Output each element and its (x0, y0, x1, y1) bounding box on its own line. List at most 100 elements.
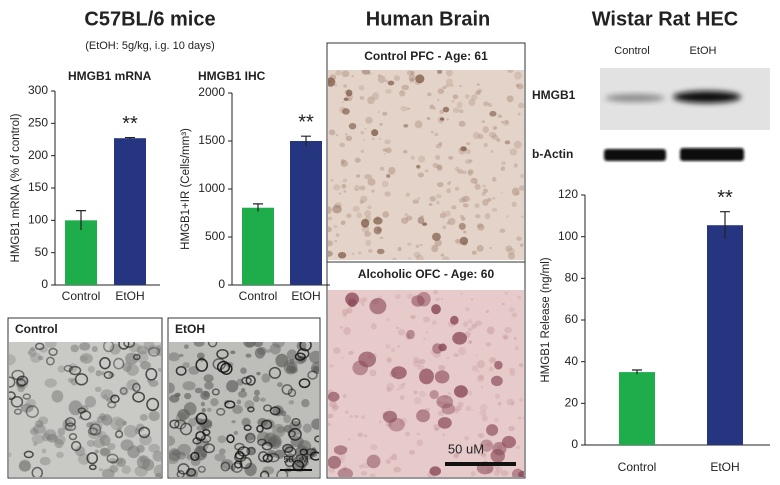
micrograph (328, 70, 524, 260)
error-bar (253, 203, 263, 212)
cell (489, 246, 492, 250)
cell (65, 417, 76, 427)
cell (454, 452, 460, 458)
cell (30, 427, 39, 436)
cell (395, 326, 400, 330)
cell (382, 410, 398, 423)
cell (294, 352, 306, 361)
cell (175, 365, 187, 376)
cell (514, 71, 522, 80)
cell (432, 352, 441, 358)
cell (148, 379, 159, 387)
cell (419, 243, 423, 247)
cell (497, 401, 502, 406)
cell (406, 293, 414, 299)
cell (435, 143, 442, 149)
cell (516, 83, 524, 90)
cell (22, 393, 31, 400)
cell (351, 252, 355, 255)
cell (89, 423, 102, 436)
cell (243, 424, 252, 431)
cell (513, 336, 517, 340)
cell (404, 213, 409, 216)
cell (79, 353, 93, 364)
cell (494, 393, 501, 400)
y-tick-label: 300 (28, 83, 48, 97)
cell (460, 292, 463, 295)
cell (488, 357, 497, 364)
cell (197, 465, 206, 473)
cell (174, 392, 181, 398)
cell (70, 344, 79, 353)
cell (257, 438, 267, 446)
cell (500, 470, 509, 477)
cell (414, 120, 423, 129)
y-tick-label: 50 (35, 245, 49, 259)
cell (283, 414, 292, 424)
cell (211, 388, 220, 396)
cell (269, 406, 281, 416)
cell (458, 197, 466, 203)
cell (446, 221, 450, 225)
cell (442, 210, 445, 213)
cell (233, 460, 243, 469)
cell (447, 391, 451, 396)
chart-title: HMGB1 IHC (198, 69, 266, 83)
section-title: C57BL/6 mice (84, 8, 215, 30)
cell (79, 342, 91, 351)
cell (384, 139, 391, 145)
cell (359, 200, 364, 204)
cell (45, 356, 55, 366)
cell (407, 242, 412, 246)
cell (194, 387, 203, 394)
cell (241, 417, 251, 427)
cell (23, 450, 34, 459)
error-bar (76, 210, 86, 231)
cell (195, 445, 204, 454)
cell (236, 399, 242, 405)
cell (311, 361, 319, 374)
cell (244, 433, 255, 441)
cell (511, 468, 524, 477)
cell (356, 212, 363, 219)
cell (360, 131, 365, 135)
cell (245, 353, 252, 358)
cell (384, 191, 391, 197)
micrograph-cells (169, 342, 319, 477)
cell (438, 142, 443, 146)
cell (152, 450, 161, 462)
cell (518, 102, 524, 109)
cell (106, 453, 119, 464)
cell (13, 408, 22, 415)
cell (437, 99, 440, 101)
cell (468, 340, 472, 344)
cell (361, 471, 368, 476)
cell (87, 365, 95, 373)
cell (416, 164, 421, 169)
cell (216, 360, 231, 374)
cell (46, 433, 58, 443)
cell (477, 370, 480, 373)
cell (272, 423, 286, 438)
cell (261, 441, 273, 451)
cell (378, 137, 382, 140)
cell (367, 71, 372, 76)
cell (129, 343, 141, 353)
cell (277, 382, 283, 388)
cell (286, 349, 298, 361)
cell (447, 217, 456, 226)
micrograph-cells (328, 290, 524, 477)
cell (176, 451, 186, 460)
cell (341, 70, 350, 78)
cell (330, 178, 334, 182)
cell (393, 75, 401, 82)
cell (500, 192, 503, 194)
cell (371, 189, 375, 193)
cell (239, 456, 252, 469)
cell (311, 418, 319, 430)
cell (226, 380, 239, 393)
cell (333, 225, 338, 228)
cell (195, 412, 208, 425)
cell (486, 424, 499, 436)
cell (503, 336, 507, 339)
